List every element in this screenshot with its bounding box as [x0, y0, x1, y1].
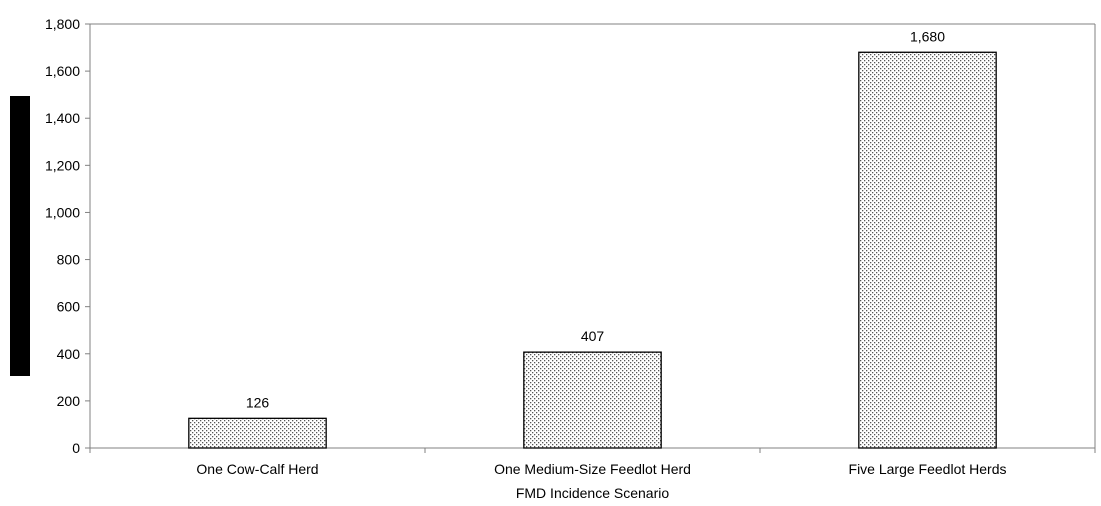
x-category-label-1: One Cow-Calf Herd — [196, 461, 318, 477]
x-category-label-3: Five Large Feedlot Herds — [849, 461, 1007, 477]
y-tick-label: 1,800 — [45, 16, 80, 32]
y-tick-label: 200 — [57, 393, 81, 409]
y-tick-label: 1,200 — [45, 157, 80, 173]
y-axis-title-redacted — [10, 96, 30, 376]
data-label-3: 1,680 — [910, 28, 945, 44]
bar-1 — [188, 417, 327, 449]
bar-2 — [523, 351, 662, 449]
x-category-label-2: One Medium-Size Feedlot Herd — [494, 461, 691, 477]
y-tick-label: 1,000 — [45, 204, 80, 220]
y-tick-label: 800 — [57, 252, 81, 268]
y-tick-label: 1,400 — [45, 110, 80, 126]
bar-3 — [858, 51, 997, 449]
y-tick-label: 0 — [72, 440, 80, 456]
y-tick-label: 400 — [57, 346, 81, 362]
data-label-1: 126 — [246, 394, 270, 410]
y-tick-label: 600 — [57, 299, 81, 315]
data-label-2: 407 — [581, 328, 605, 344]
y-tick-label: 1,600 — [45, 63, 80, 79]
plot-area: 0 200 400 600 800 1,000 1,200 1,400 1,600 1,800 12… — [45, 16, 1096, 477]
x-axis-title: FMD Incidence Scenario — [516, 485, 670, 501]
